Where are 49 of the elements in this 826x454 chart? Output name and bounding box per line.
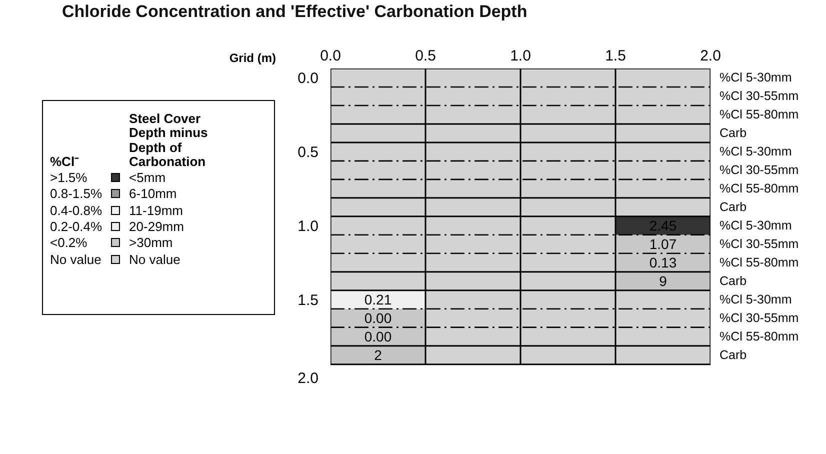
text: 11-19mm (128, 202, 184, 220)
x-tick-label: 0.5 (415, 48, 436, 64)
x-axis-title: Grid (m) (229, 50, 276, 67)
y-tick-label: %Cl 55-80mm (720, 108, 799, 122)
text: No value (128, 252, 182, 268)
y2-tick-label: 0.0 (298, 70, 319, 88)
text: >1.5% (49, 170, 88, 186)
y2-tick-label: 0.5 (298, 144, 319, 162)
text: 20-29mm (128, 219, 185, 236)
data-label: 0.13 (649, 254, 677, 271)
y-tick-label: %Cl 55-80mm (720, 256, 799, 270)
text: 6-10mm (128, 186, 178, 203)
data-label: 0.21 (364, 292, 392, 308)
text: <5mm (128, 170, 167, 186)
y-tick-label: %Cl 30-55mm (720, 311, 799, 326)
y-tick-label: %Cl 5-30mm (720, 292, 792, 307)
y-tick-label: %Cl 5-30mm (720, 70, 792, 85)
y-tick-label: %Cl 30-55mm (720, 163, 799, 178)
text: 0.8-1.5% (49, 186, 104, 203)
y2-tick-label: 1.0 (298, 218, 319, 236)
y-tick-label: %Cl 30-55mm (720, 237, 799, 252)
text: %Cl⁻ (49, 152, 80, 170)
data-label: 0.00 (364, 328, 392, 345)
y-tick-label: Carb (720, 200, 747, 214)
x-tick-label: 2.0 (700, 48, 721, 64)
y-tick-label: Carb (720, 348, 747, 362)
y-tick-label: %Cl 55-80mm (720, 330, 799, 344)
chart-title: Chloride Concentration and 'Effective' Carbonation Depth (62, 1, 528, 23)
text: <0.2% (49, 235, 88, 252)
text: 0.2-0.4% (49, 219, 104, 236)
y2-tick-label: 1.5 (298, 292, 319, 310)
text: No value (49, 252, 102, 268)
x-tick-label: 0.0 (320, 48, 341, 64)
text: Steel Cover Depth minus Depth of Carbonation (128, 111, 209, 170)
y-tick-label: Carb (720, 274, 747, 288)
data-label: 0.00 (364, 310, 392, 326)
text: 0.4-0.8% (49, 202, 104, 220)
x-tick-label: 1.0 (510, 48, 531, 64)
y-tick-label: %Cl 30-55mm (720, 89, 799, 104)
y-tick-label: %Cl 55-80mm (720, 182, 799, 196)
text: 2.0 (298, 370, 319, 387)
y-tick-label: %Cl 5-30mm (720, 218, 792, 233)
x-tick-label: 1.5 (605, 48, 626, 64)
data-label: 2 (374, 347, 382, 364)
y-tick-label: %Cl 5-30mm (720, 144, 792, 159)
text: >30mm (128, 235, 174, 252)
y-tick-label: Carb (720, 126, 747, 140)
data-label: 1.07 (649, 236, 677, 252)
data-label: 9 (659, 273, 668, 290)
